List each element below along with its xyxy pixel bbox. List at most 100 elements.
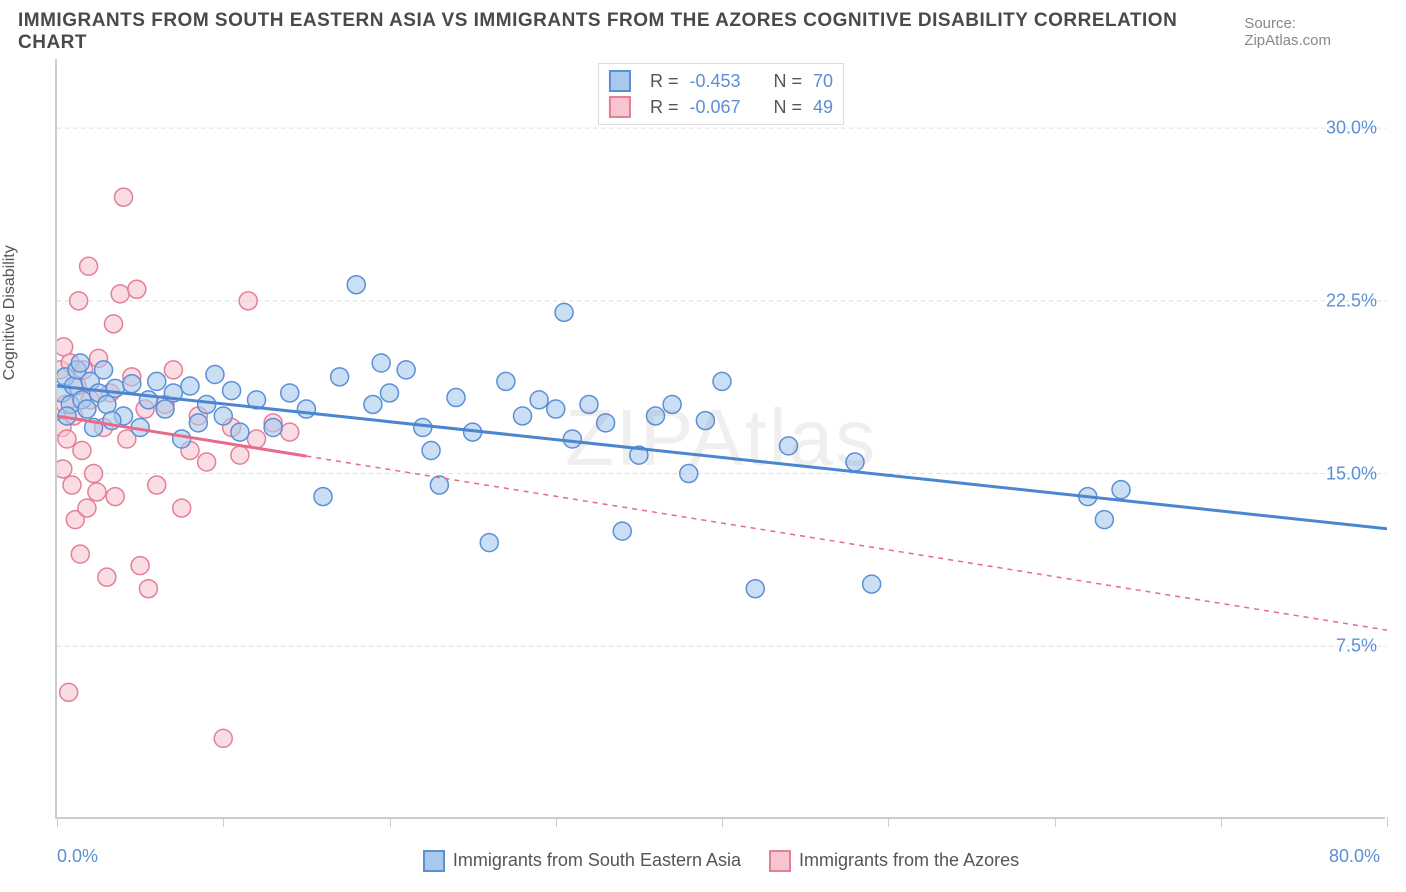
data-point	[128, 280, 146, 298]
data-point	[80, 257, 98, 275]
data-point	[314, 488, 332, 506]
legend-item: Immigrants from South Eastern Asia	[423, 850, 741, 872]
data-point	[88, 483, 106, 501]
source-attribution: Source: ZipAtlas.com	[1244, 15, 1386, 49]
legend-item: Immigrants from the Azores	[769, 850, 1019, 872]
data-point	[139, 580, 157, 598]
data-point	[613, 522, 631, 540]
data-point	[198, 453, 216, 471]
legend-stat-row: R =-0.067N =49	[609, 94, 833, 120]
r-value: -0.067	[689, 97, 740, 118]
x-tick-mark	[722, 817, 723, 827]
x-tick-mark	[1387, 817, 1388, 827]
trend-line	[57, 386, 1387, 529]
data-point	[63, 476, 81, 494]
data-point	[297, 400, 315, 418]
data-point	[580, 395, 598, 413]
legend-stat-row: R =-0.453N =70	[609, 68, 833, 94]
data-point	[281, 384, 299, 402]
data-point	[95, 361, 113, 379]
data-point	[1095, 511, 1113, 529]
data-point	[780, 437, 798, 455]
data-point	[78, 400, 96, 418]
series-legend: Immigrants from South Eastern Asia Immigr…	[57, 850, 1385, 872]
data-point	[57, 460, 72, 478]
data-point	[115, 188, 133, 206]
data-point	[372, 354, 390, 372]
data-point	[198, 395, 216, 413]
data-point	[239, 292, 257, 310]
data-point	[131, 557, 149, 575]
data-point	[85, 465, 103, 483]
n-label: N =	[774, 71, 803, 92]
data-point	[73, 442, 91, 460]
data-point	[148, 476, 166, 494]
data-point	[223, 382, 241, 400]
data-point	[231, 446, 249, 464]
x-tick-mark	[390, 817, 391, 827]
scatter-plot: ZIPAtlas R =-0.453N =70R =-0.067N =49 Im…	[55, 59, 1385, 819]
data-point	[331, 368, 349, 386]
data-point	[98, 395, 116, 413]
data-point	[123, 375, 141, 393]
data-point	[58, 430, 76, 448]
data-point	[422, 442, 440, 460]
data-point	[189, 414, 207, 432]
data-point	[281, 423, 299, 441]
data-point	[397, 361, 415, 379]
data-point	[148, 372, 166, 390]
data-point	[264, 418, 282, 436]
x-tick-mark	[1221, 817, 1222, 827]
data-point	[156, 400, 174, 418]
data-point	[70, 292, 88, 310]
data-point	[231, 423, 249, 441]
data-point	[547, 400, 565, 418]
data-point	[663, 395, 681, 413]
x-tick-mark	[556, 817, 557, 827]
data-point	[173, 499, 191, 517]
data-point	[555, 303, 573, 321]
x-axis-min-label: 0.0%	[57, 846, 98, 867]
n-label: N =	[774, 97, 803, 118]
legend-swatch	[609, 96, 631, 118]
data-point	[78, 499, 96, 517]
data-point	[71, 354, 89, 372]
data-point	[214, 407, 232, 425]
data-point	[106, 379, 124, 397]
legend-swatch	[423, 850, 445, 872]
n-value: 70	[813, 71, 833, 92]
data-point	[447, 389, 465, 407]
r-value: -0.453	[689, 71, 740, 92]
data-point	[57, 338, 73, 356]
y-axis-label: Cognitive Disability	[1, 245, 19, 380]
data-point	[713, 372, 731, 390]
data-point	[105, 315, 123, 333]
data-point	[647, 407, 665, 425]
plot-svg	[57, 59, 1387, 819]
data-point	[1112, 481, 1130, 499]
data-point	[381, 384, 399, 402]
data-point	[111, 285, 129, 303]
chart-title: IMMIGRANTS FROM SOUTH EASTERN ASIA VS IM…	[18, 10, 1244, 54]
data-point	[514, 407, 532, 425]
data-point	[139, 391, 157, 409]
x-tick-mark	[1055, 817, 1056, 827]
data-point	[106, 488, 124, 506]
x-tick-mark	[57, 817, 58, 827]
data-point	[347, 276, 365, 294]
data-point	[497, 372, 515, 390]
legend-series-label: Immigrants from the Azores	[799, 850, 1019, 870]
data-point	[364, 395, 382, 413]
data-point	[846, 453, 864, 471]
trend-line-extrapolated	[306, 456, 1387, 630]
x-axis-max-label: 80.0%	[1329, 846, 1380, 867]
correlation-legend: R =-0.453N =70R =-0.067N =49	[598, 63, 844, 125]
data-point	[480, 534, 498, 552]
data-point	[597, 414, 615, 432]
legend-series-label: Immigrants from South Eastern Asia	[453, 850, 741, 870]
data-point	[530, 391, 548, 409]
data-point	[173, 430, 191, 448]
source-link[interactable]: ZipAtlas.com	[1244, 32, 1331, 49]
data-point	[746, 580, 764, 598]
legend-swatch	[769, 850, 791, 872]
